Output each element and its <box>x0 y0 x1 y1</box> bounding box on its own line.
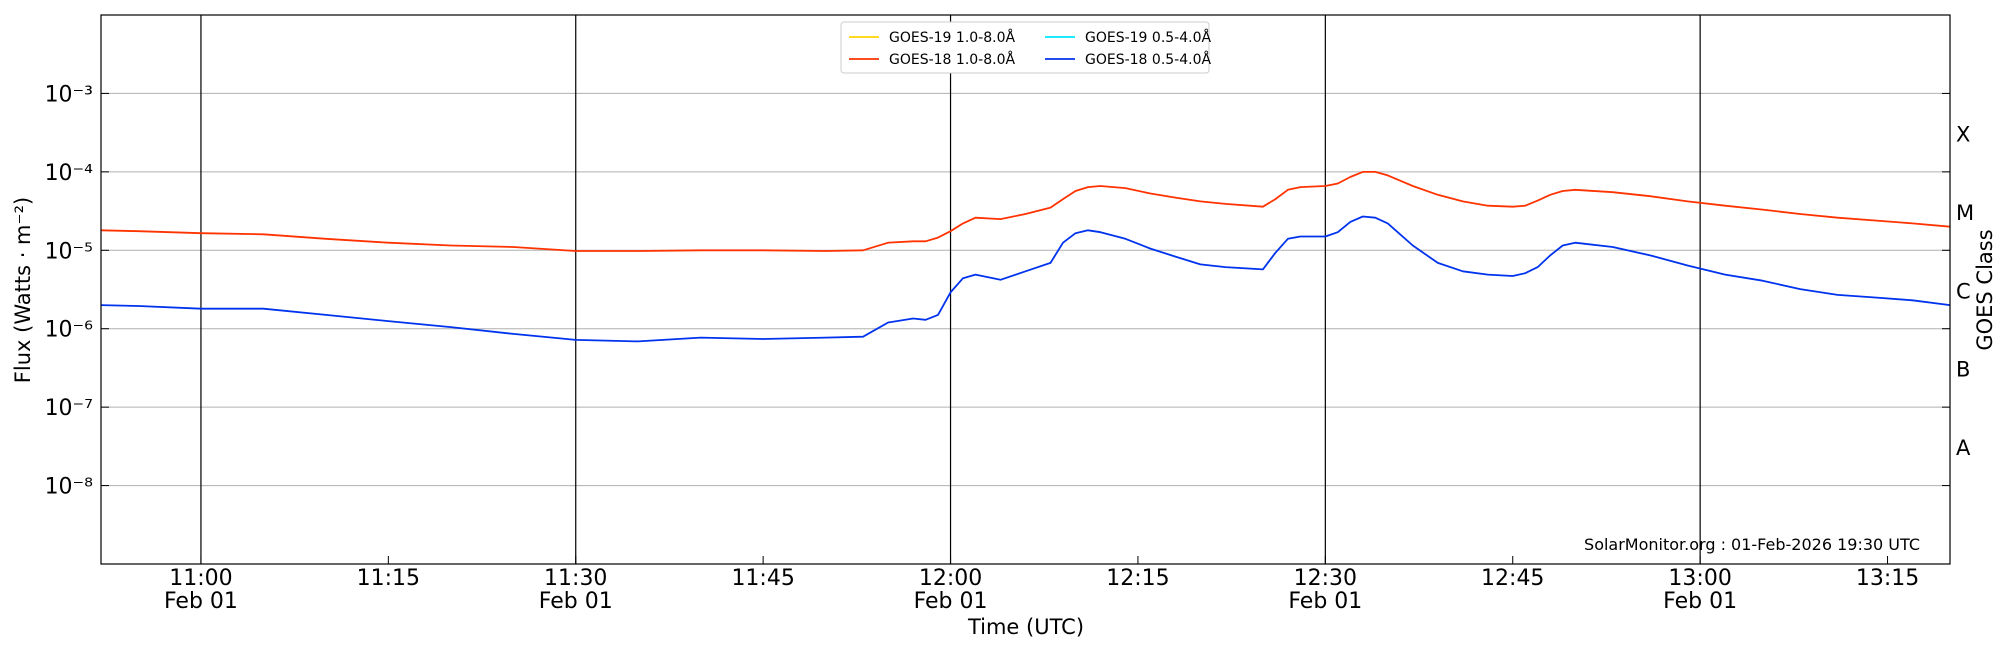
x-tick-label: 12:15 <box>1106 566 1169 591</box>
x-axis-label: Time (UTC) <box>967 615 1084 639</box>
plot-frame <box>100 14 1951 565</box>
class-label: B <box>1956 358 1970 382</box>
x-tick-label: 12:45 <box>1481 566 1544 591</box>
class-label: C <box>1956 279 1971 303</box>
series-line <box>100 215 1951 343</box>
x-tick-date: Feb 01 <box>1288 589 1362 614</box>
y-tick-label: 10⁻⁷ <box>45 396 93 421</box>
legend: GOES-19 1.0-8.0Å GOES-18 1.0-8.0Å GOES-19 … <box>840 21 1211 74</box>
legend-label: GOES-18 0.5-4.0Å <box>1085 51 1211 68</box>
x-tick-label: 11:30 <box>544 566 607 591</box>
y-axis-label: Flux (Watts · m⁻²) <box>11 197 35 383</box>
y-tick-label: 10⁻⁴ <box>45 161 94 186</box>
class-label: X <box>1956 122 1970 146</box>
class-label: A <box>1956 436 1971 460</box>
class-label: M <box>1956 201 1974 225</box>
y-tick-label: 10⁻⁵ <box>45 239 93 264</box>
y-tick-label: 10⁻³ <box>45 82 93 107</box>
x-tick-date: Feb 01 <box>914 589 988 614</box>
legend-box <box>840 21 1210 74</box>
x-tick-label: 12:00 <box>919 566 982 591</box>
x-tick-label: 11:45 <box>731 566 794 591</box>
y-tick-label: 10⁻⁸ <box>45 475 94 500</box>
annotation: SolarMonitor.org : 01-Feb-2026 19:30 UTC <box>1584 535 1920 554</box>
x-tick-label: 12:30 <box>1294 566 1357 591</box>
x-tick-label: 13:00 <box>1668 566 1731 591</box>
legend-label: GOES-19 0.5-4.0Å <box>1085 29 1211 46</box>
x-tick-date: Feb 01 <box>164 589 238 614</box>
y-tick-label: 10⁻⁶ <box>45 318 94 343</box>
x-tick-date: Feb 01 <box>539 589 613 614</box>
x-tick-label: 13:15 <box>1856 566 1919 591</box>
x-tick-label: 11:15 <box>357 566 420 591</box>
legend-label: GOES-19 1.0-8.0Å <box>889 29 1015 46</box>
x-tick-date: Feb 01 <box>1663 589 1737 614</box>
legend-label: GOES-18 1.0-8.0Å <box>889 51 1015 68</box>
y2-axis-label: GOES Class <box>1973 229 1997 350</box>
series-line <box>100 171 1951 252</box>
x-tick-label: 11:00 <box>169 566 232 591</box>
